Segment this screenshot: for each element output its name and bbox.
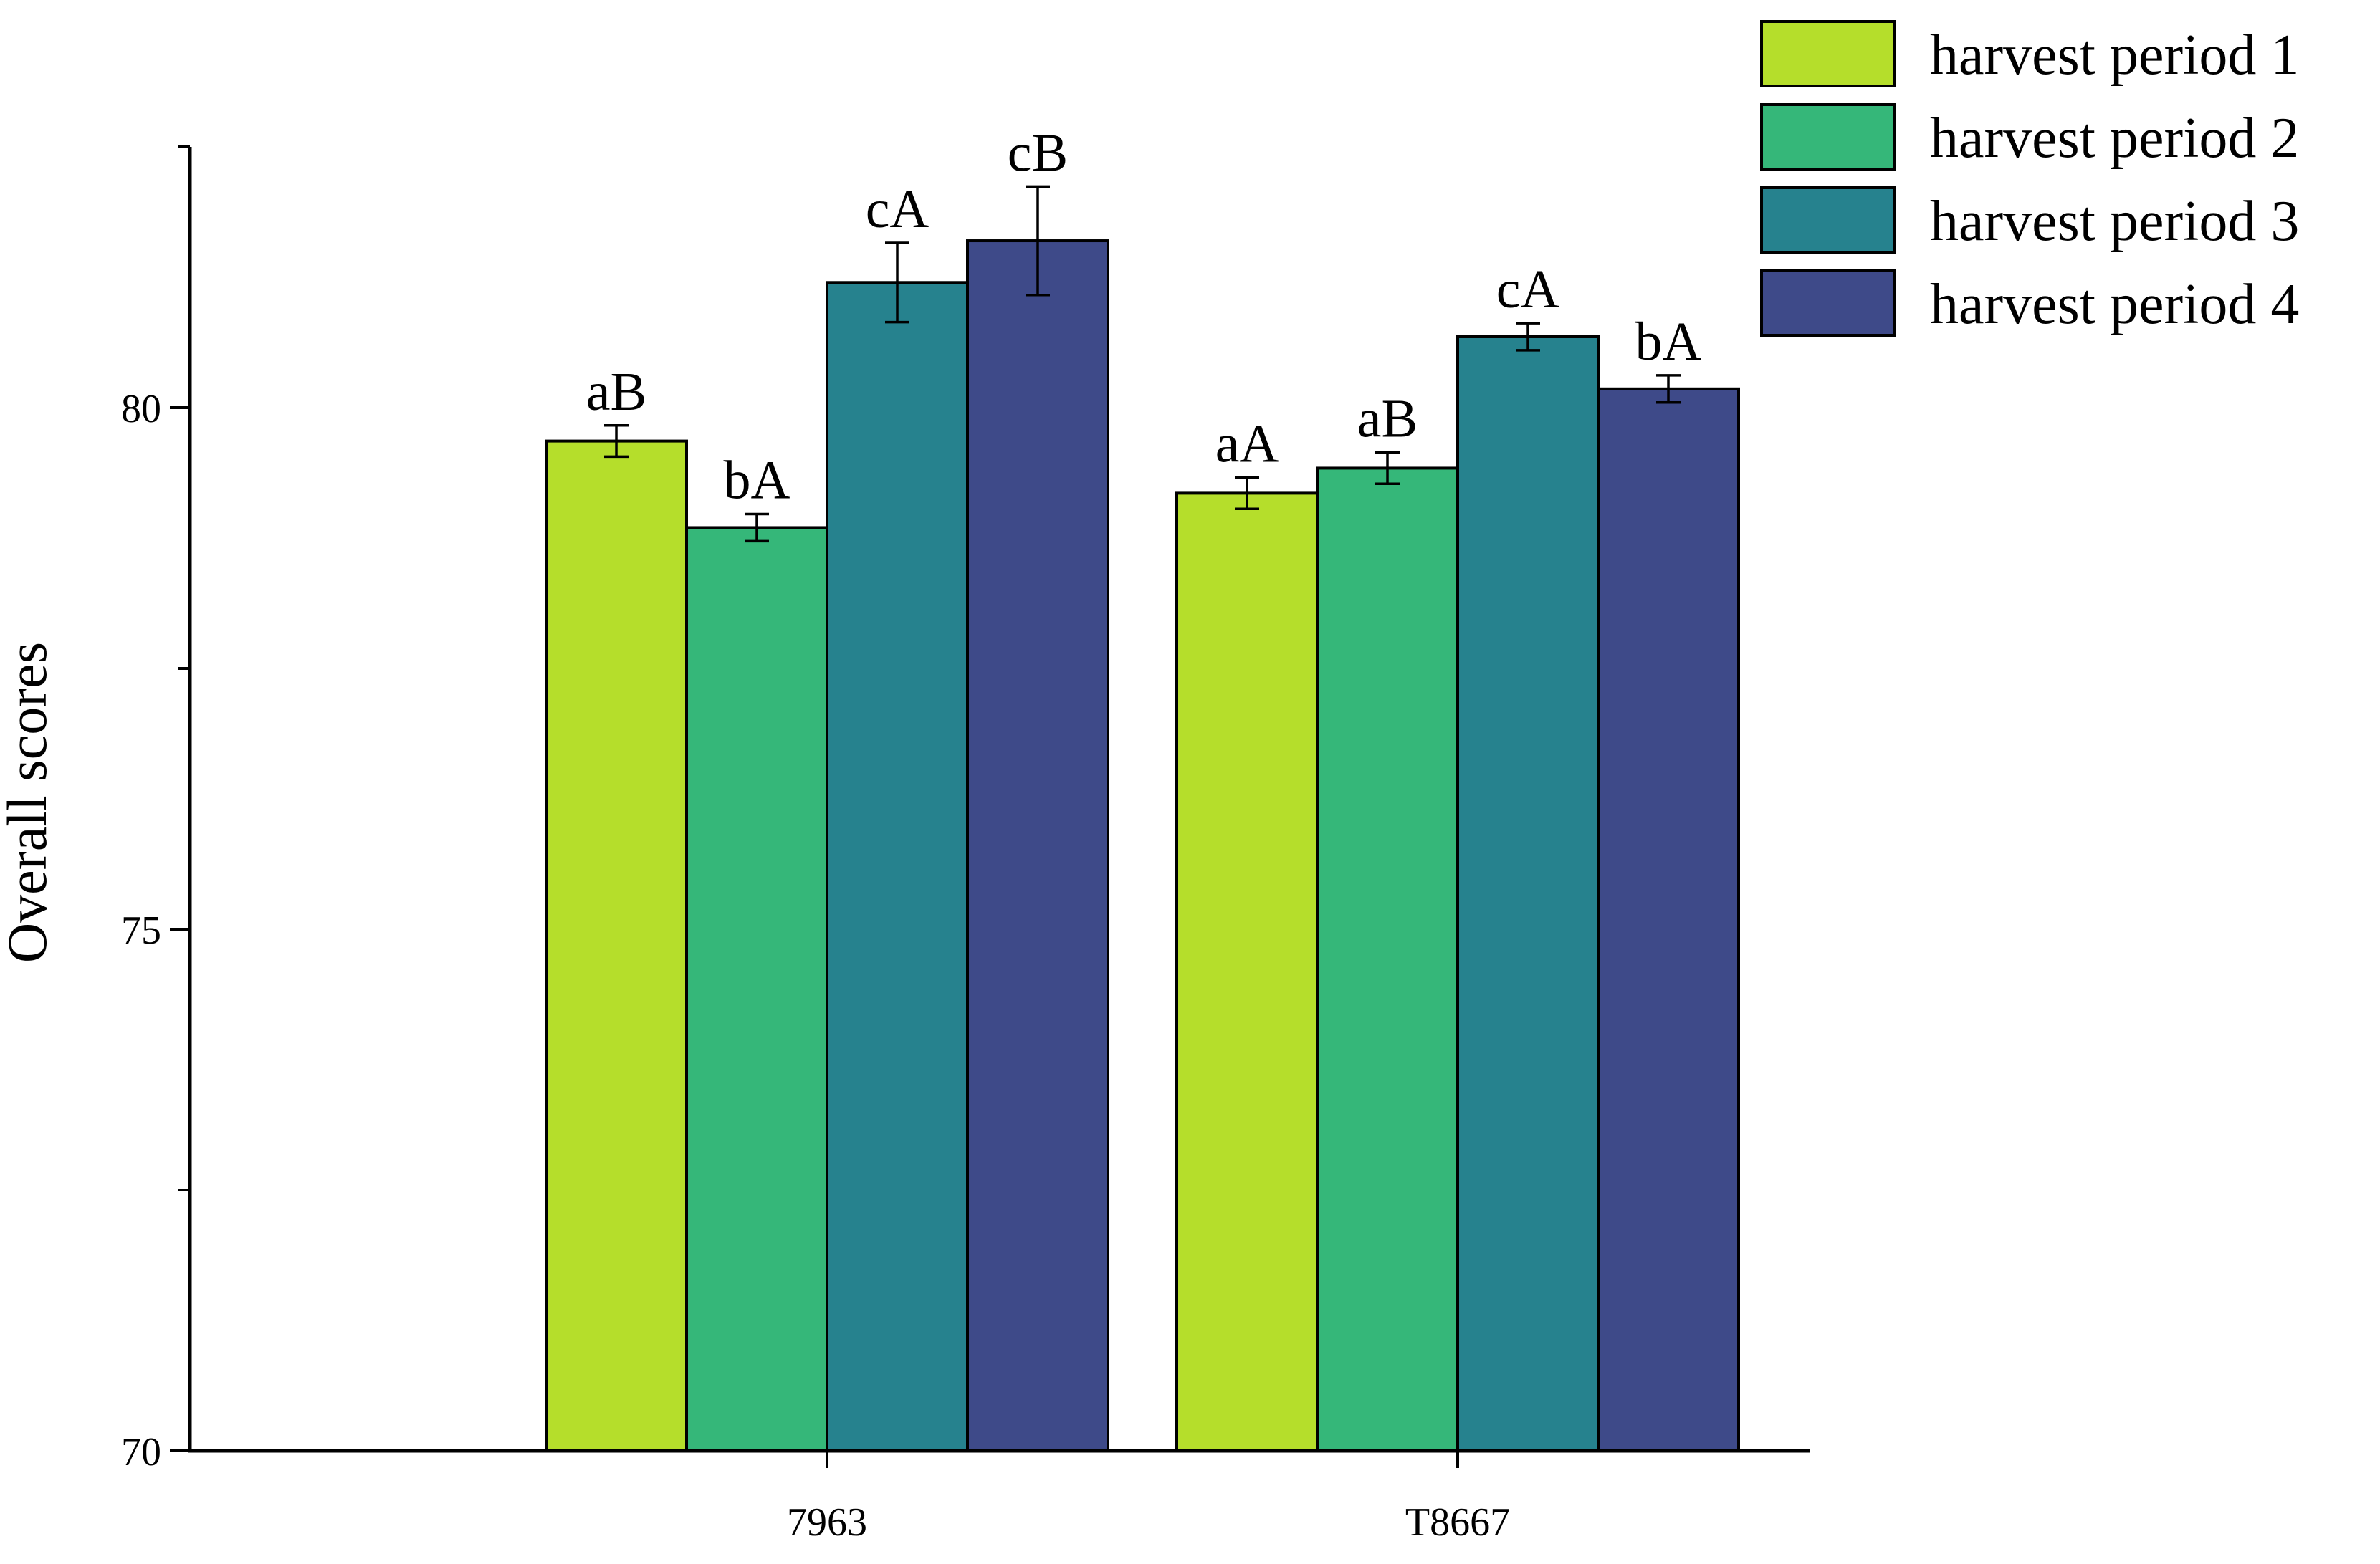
bar [1316, 466, 1459, 1452]
legend: harvest period 1 harvest period 2 harvest … [1760, 20, 2299, 337]
x-tick-label: T8667 [1405, 1500, 1510, 1545]
bar [826, 281, 969, 1452]
legend-label: harvest period 1 [1930, 24, 2299, 87]
y-tick-label: 80 [121, 387, 161, 431]
bar [685, 526, 828, 1453]
legend-swatch [1760, 103, 1896, 171]
legend-label: harvest period 4 [1930, 273, 2299, 336]
significance-labels-layer: aB bA cA cB aA aB cA bA [586, 123, 1702, 510]
significance-label: cB [1008, 123, 1068, 183]
bar [1456, 335, 1600, 1453]
significance-label: aB [1357, 389, 1418, 449]
bar [545, 439, 688, 1452]
y-tick-label: 75 [121, 908, 161, 953]
legend-label: harvest period 3 [1930, 190, 2299, 253]
y-axis-label: Overall scores [0, 642, 58, 963]
significance-label: cA [866, 179, 929, 239]
legend-swatch [1760, 186, 1896, 254]
y-tick-label: 70 [121, 1430, 161, 1474]
bars-layer [545, 239, 1740, 1453]
significance-label: aB [586, 362, 646, 422]
axes-layer: 70 75 80 7963 T8667 [121, 145, 1810, 1545]
bar [966, 239, 1109, 1452]
significance-label: bA [724, 451, 790, 511]
significance-label: cA [1496, 259, 1560, 320]
legend-swatch [1760, 269, 1896, 337]
legend-swatch [1760, 20, 1896, 87]
error-bars-layer [604, 185, 1681, 543]
x-tick-label: 7963 [787, 1500, 867, 1545]
significance-label: aA [1215, 414, 1279, 474]
bar [1597, 387, 1740, 1452]
significance-label: bA [1635, 312, 1702, 372]
legend-label: harvest period 2 [1930, 107, 2299, 170]
bar [1175, 491, 1319, 1453]
